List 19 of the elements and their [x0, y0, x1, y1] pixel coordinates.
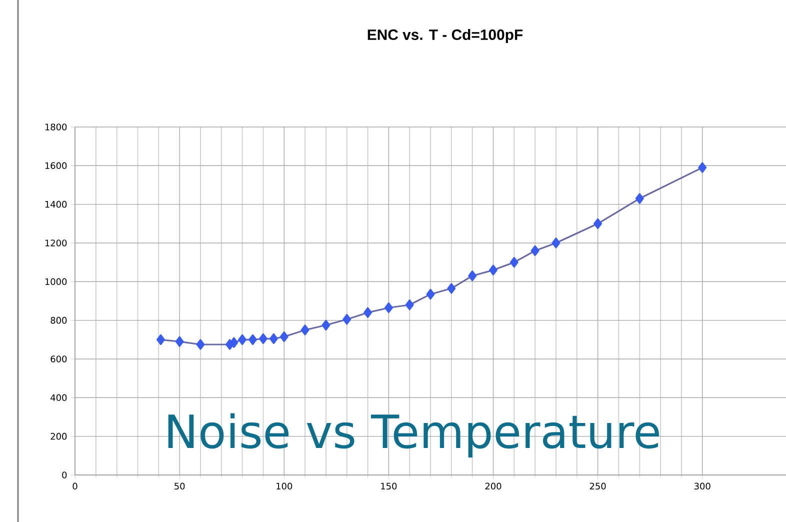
x-tick-label: 0	[72, 482, 78, 490]
y-tick-label: 1400	[45, 200, 67, 208]
y-tick-label: 1800	[45, 124, 67, 130]
y-tick-label: 1600	[45, 162, 67, 170]
x-tick-label: 100	[276, 482, 292, 490]
y-tick-label: 800	[50, 316, 67, 324]
y-tick-label: 600	[50, 356, 67, 362]
x-tick-label: 150	[381, 482, 397, 490]
y-tick-label: 400	[50, 394, 67, 402]
x-tick-label: 250	[590, 482, 606, 490]
annotation: Noise vs Temperature	[168, 413, 659, 458]
y-tick-label: 0	[62, 472, 67, 478]
chart-title: ENC vs. T - Cd=100pF	[368, 29, 523, 43]
y-tick-label: 1200	[45, 240, 67, 246]
y-tick-label: 200	[50, 432, 67, 440]
x-tick-label: 200	[485, 482, 502, 490]
x-tick-label: 300	[694, 482, 710, 490]
x-tick-label: 50	[174, 482, 185, 490]
y-tick-label: 1000	[45, 278, 67, 286]
